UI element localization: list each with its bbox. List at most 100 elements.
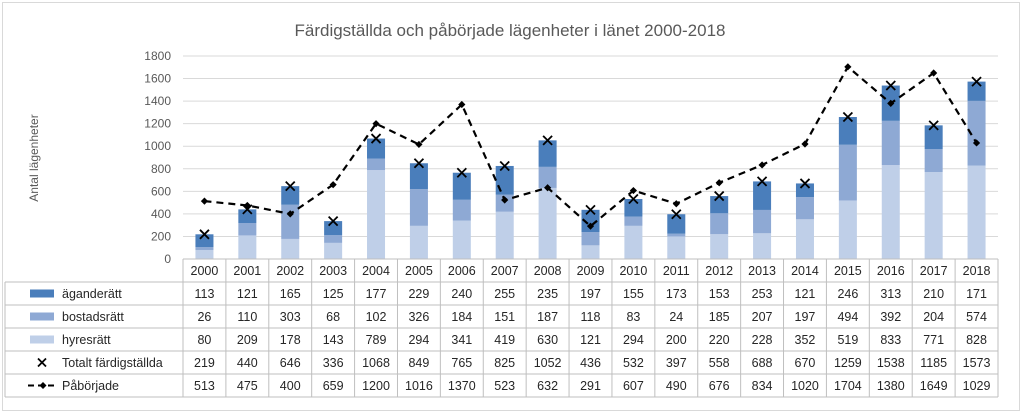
bar-bostadsrätt-2000 [195, 247, 214, 250]
legend-key-hyresrätt [30, 335, 54, 344]
y-tick-label: 1800 [144, 49, 171, 63]
x-tick-label: 2009 [577, 264, 605, 278]
table-cell: 207 [752, 310, 773, 324]
total-marker-2002 [285, 181, 296, 192]
table-cell: 210 [923, 287, 944, 301]
legend-label: Totalt färdigställda [62, 356, 163, 370]
total-marker-2008 [542, 135, 553, 146]
bar-äganderätt-2010 [624, 199, 643, 217]
table-cell: 184 [451, 310, 472, 324]
table-cell: 204 [923, 310, 944, 324]
bar-bostadsrätt-2017 [924, 149, 943, 173]
table-cell: 110 [237, 310, 257, 324]
x-tick-label: 2003 [319, 264, 347, 278]
bar-hyresrätt-2004 [367, 170, 386, 259]
table-cell: 26 [197, 310, 211, 324]
started-point-2008 [544, 184, 552, 192]
table-cell: 1020 [791, 379, 819, 393]
table-cell: 200 [666, 333, 687, 347]
started-point-2012 [715, 179, 723, 187]
y-tick-labels: 0 200 400 600 800 1000 1200 1400 1600 1800 [144, 49, 171, 266]
bar-bostadsrätt-2011 [667, 233, 686, 237]
bar-bostadsrätt-2018 [967, 100, 986, 166]
bar-äganderätt-2014 [795, 183, 814, 198]
bar-bostadsrätt-2013 [753, 209, 772, 234]
table-cell: 397 [666, 356, 687, 370]
started-point-2015 [844, 63, 852, 71]
table-cell: 607 [623, 379, 644, 393]
total-marker-2018 [971, 76, 982, 87]
started-line [200, 63, 981, 230]
bar-hyresrätt-2006 [452, 220, 471, 259]
table-cell: 1704 [834, 379, 862, 393]
bar-bostadsrätt-2014 [795, 197, 814, 220]
total-marker-2001 [242, 204, 253, 215]
table-cell: 392 [880, 310, 901, 324]
x-tick-label: 2004 [362, 264, 390, 278]
bar-bostadsrätt-2008 [538, 166, 557, 188]
table-cell: 828 [966, 333, 987, 347]
started-point-2017 [930, 69, 938, 77]
table-cell: 1649 [920, 379, 948, 393]
x-tick-label: 2012 [705, 264, 733, 278]
bar-hyresrätt-2013 [753, 233, 772, 259]
table-cell: 235 [537, 287, 558, 301]
y-tick-label: 200 [151, 229, 171, 243]
table-cell: 121 [795, 287, 816, 301]
table-cell: 80 [197, 333, 211, 347]
legend-key-Påbörjade [28, 382, 58, 389]
y-tick-label: 1400 [144, 94, 171, 108]
table-cell: 490 [666, 379, 687, 393]
x-tick-label: 2016 [877, 264, 905, 278]
x-tick-label: 2002 [276, 264, 304, 278]
bar-äganderätt-2007 [495, 165, 514, 195]
total-marker-2015 [842, 111, 854, 123]
bar-hyresrätt-2008 [538, 187, 557, 259]
x-tick-label: 2015 [834, 264, 862, 278]
started-point-2014 [801, 140, 809, 148]
bar-äganderätt-2005 [409, 163, 428, 190]
table-cell: 151 [494, 310, 515, 324]
table-cell: 400 [280, 379, 301, 393]
table-cell: 185 [709, 310, 730, 324]
table-cell: 834 [752, 379, 773, 393]
x-tick-label: 2005 [405, 264, 433, 278]
table-cell: 220 [709, 333, 730, 347]
bar-hyresrätt-2018 [967, 165, 986, 259]
table-cell: 294 [408, 333, 429, 347]
total-marker-2000 [199, 229, 210, 240]
bar-hyresrätt-2002 [281, 238, 300, 259]
y-axis-label: Antal lägenheter [27, 114, 41, 201]
table-cell: 513 [194, 379, 215, 393]
total-marker-2016 [885, 80, 896, 91]
total-marker-2011 [671, 209, 682, 220]
bar-hyresrätt-2015 [838, 200, 857, 259]
table-cell: 419 [494, 333, 515, 347]
total-markers [199, 76, 982, 240]
table-cell: 291 [580, 379, 601, 393]
x-tick-label: 2011 [663, 264, 690, 278]
table-cell: 688 [752, 356, 773, 370]
bar-hyresrätt-2014 [795, 219, 814, 259]
table-cell: 253 [752, 287, 773, 301]
table-cell: 187 [537, 310, 558, 324]
bar-äganderätt-2004 [367, 138, 386, 159]
bar-bostadsrätt-2002 [281, 204, 300, 239]
table-cell: 155 [623, 287, 644, 301]
started-point-2004 [372, 120, 380, 128]
total-marker-2007 [499, 160, 510, 172]
total-marker-2012 [714, 190, 725, 202]
table-cell: 519 [837, 333, 858, 347]
table-cell: 102 [366, 310, 387, 324]
bar-hyresrätt-2005 [409, 225, 428, 259]
bar-bostadsrätt-2005 [409, 189, 428, 226]
legend-label: Påbörjade [62, 379, 119, 393]
started-point-2018 [972, 139, 981, 147]
bar-hyresrätt-2012 [710, 234, 729, 259]
x-tick-label: 2006 [448, 264, 476, 278]
table-cell: 765 [451, 356, 472, 370]
chart-frame [2, 2, 1020, 411]
bar-äganderätt-2013 [753, 181, 772, 210]
table-cell: 341 [451, 333, 472, 347]
bar-bostadsrätt-2016 [881, 120, 900, 166]
